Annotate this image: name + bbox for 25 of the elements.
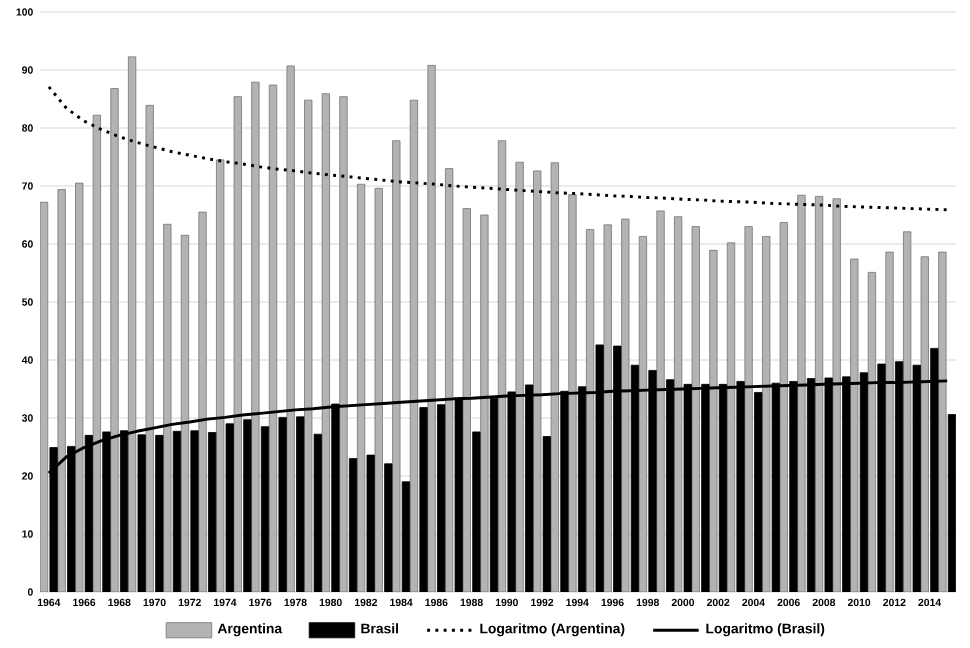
bar	[427, 64, 436, 592]
bar	[366, 454, 375, 592]
bar	[384, 463, 393, 592]
bar	[885, 251, 894, 592]
bar	[472, 431, 481, 592]
bar	[754, 392, 763, 592]
bar	[339, 96, 348, 592]
bar	[278, 417, 287, 592]
bar	[313, 433, 322, 592]
bar	[155, 434, 164, 592]
bar	[656, 210, 665, 592]
bar	[172, 430, 182, 592]
bar	[401, 481, 411, 592]
bar	[568, 194, 577, 592]
bar	[190, 430, 199, 592]
bar	[419, 407, 428, 592]
bar	[296, 416, 305, 592]
bar	[208, 432, 217, 592]
bar	[260, 426, 270, 592]
bar	[348, 458, 358, 592]
bar	[198, 211, 207, 592]
bar	[225, 423, 234, 592]
bar	[797, 194, 806, 592]
bar	[542, 436, 551, 592]
bar	[110, 88, 119, 592]
